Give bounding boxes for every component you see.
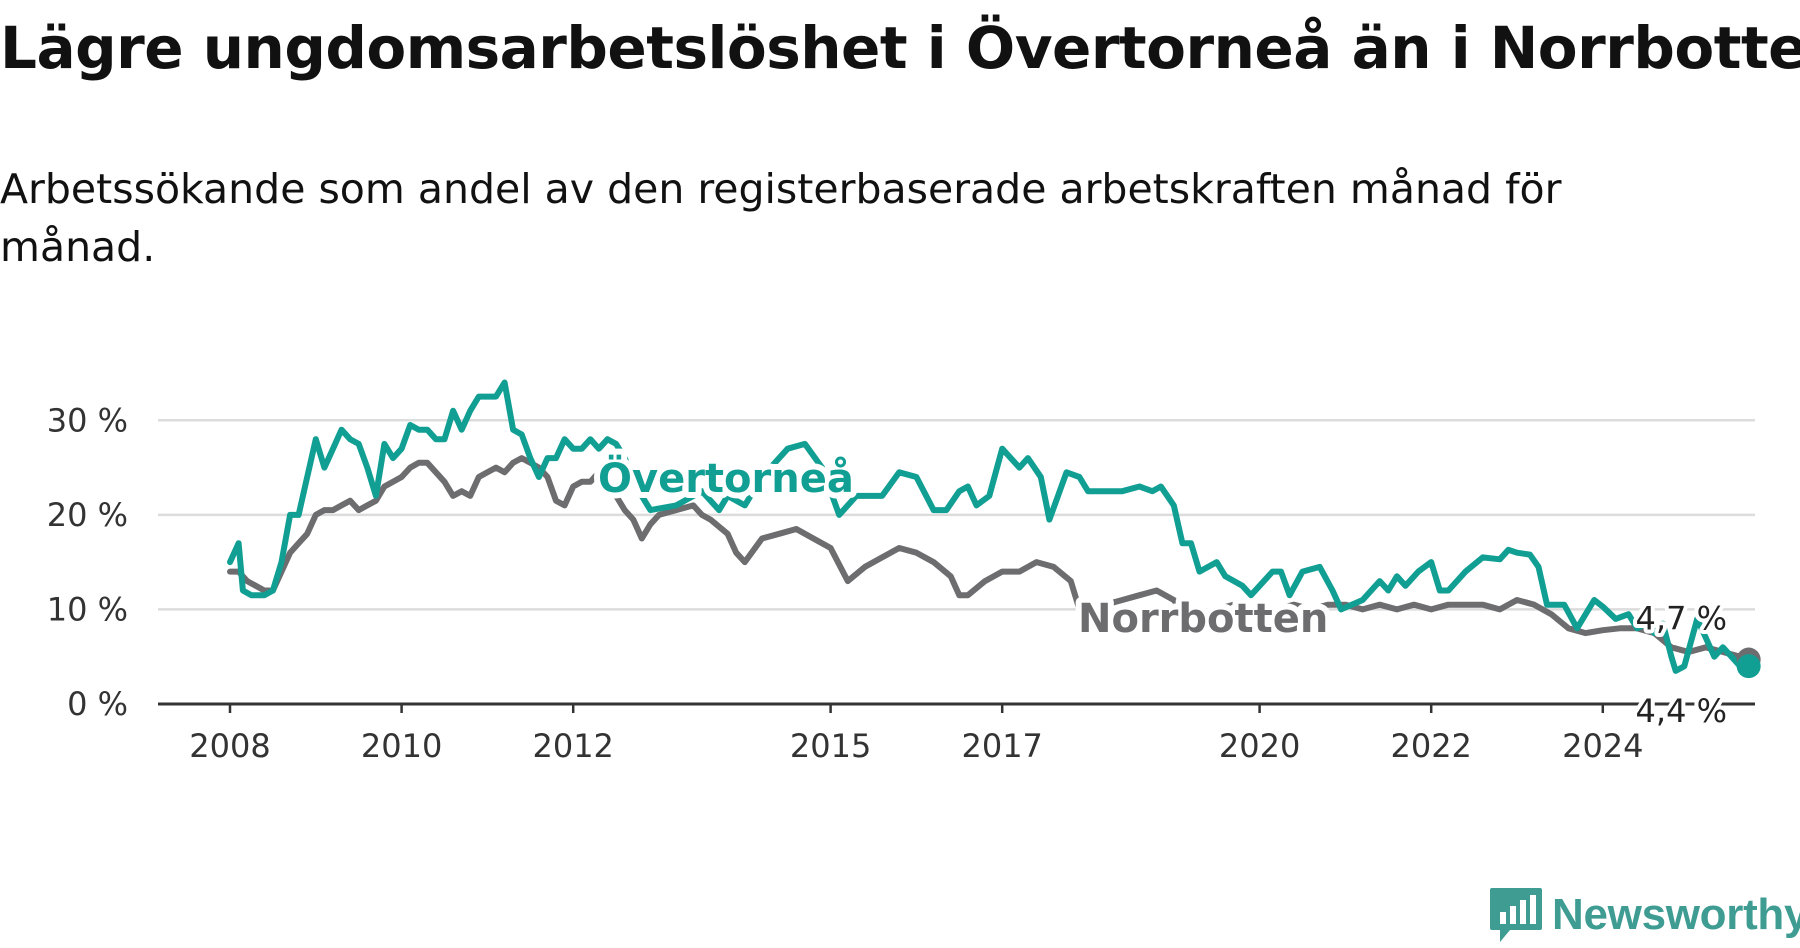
end-point-overtornea — [1736, 654, 1761, 679]
end-label-norrbotten: 4,7 % — [1636, 600, 1727, 638]
x-tick-label: 2017 — [961, 727, 1042, 765]
series-label-overtornea: Övertorneå — [598, 454, 854, 502]
chart-subtitle: Arbetssökande som andel av den registerb… — [0, 165, 1562, 271]
newsworthy-logo: Newsworthy — [1488, 885, 1800, 945]
end-label-overtornea: 4,4 % — [1636, 692, 1727, 730]
gridlines — [158, 419, 1755, 611]
x-tick-label: 2022 — [1390, 727, 1471, 765]
x-tick-label: 2012 — [532, 727, 613, 765]
x-tick-label: 2010 — [361, 727, 442, 765]
series-line-overtornea — [227, 379, 1752, 674]
series-lines — [227, 379, 1761, 679]
axes: 0 % 10 % 20 % 30 % 2008 2010 2012 2015 2017 2020 2… — [47, 401, 1755, 765]
y-tick-label: 30 % — [47, 401, 128, 439]
y-tick-label: 10 % — [47, 590, 128, 628]
series-labels: Övertorneå Norrbotten 4,7 % 4,4 % — [592, 448, 1731, 734]
x-tick-label: 2008 — [189, 727, 270, 765]
x-tick-label: 2024 — [1562, 727, 1643, 765]
y-tick-label: 20 % — [47, 496, 128, 534]
logo-text: Newsworthy — [1552, 890, 1800, 939]
x-tick-label: 2015 — [790, 727, 871, 765]
series-label-norrbotten: Norrbotten — [1078, 596, 1328, 642]
chart-title: Lägre ungdomsarbetslöshet i Övertorneå ä… — [0, 14, 1800, 82]
series-line-norrbotten — [227, 455, 1752, 663]
bar-chart-speech-bubble-icon — [1490, 888, 1542, 942]
x-tick-label: 2020 — [1219, 727, 1300, 765]
y-tick-label: 0 % — [67, 685, 128, 723]
